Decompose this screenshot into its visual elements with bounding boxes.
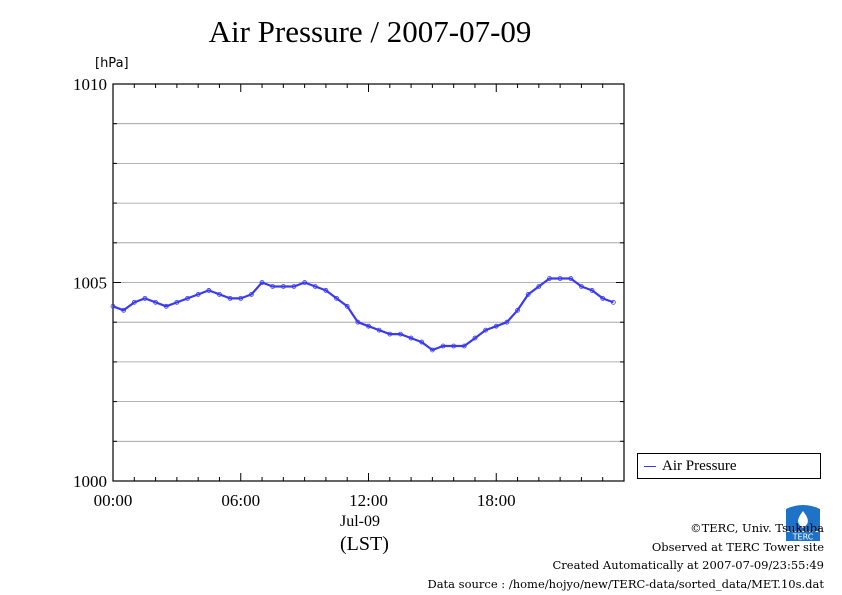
- terc-logo-icon: TERC: [782, 503, 824, 543]
- data-point: [525, 292, 531, 297]
- data-point: [248, 292, 254, 297]
- data-point: [557, 276, 563, 281]
- legend: Air Pressure: [637, 453, 821, 479]
- y-tick-label: 1005: [73, 274, 107, 293]
- data-point: [302, 280, 308, 285]
- credit-created: Created Automatically at 2007-07-09/23:5…: [552, 558, 825, 572]
- data-point: [206, 288, 212, 293]
- data-point: [131, 299, 137, 305]
- data-point: [483, 327, 489, 333]
- data-point: [185, 295, 190, 301]
- y-tick-label: 1010: [73, 75, 107, 94]
- x-axis-timezone-label: (LST): [340, 533, 389, 555]
- data-point: [323, 288, 329, 293]
- data-point: [610, 299, 616, 305]
- x-axis-date-label: Jul-09: [340, 513, 380, 530]
- series-line: [112, 277, 614, 352]
- chart-title: Air Pressure / 2007-07-09: [208, 14, 532, 49]
- data-point: [408, 335, 414, 341]
- x-tick-label: 00:00: [94, 491, 133, 510]
- data-point: [110, 303, 116, 309]
- credit-copyright: ©TERC, Univ. Tsukuba: [690, 521, 824, 535]
- data-point: [547, 276, 552, 281]
- data-point: [579, 284, 584, 289]
- data-point: [504, 319, 510, 325]
- data-point: [472, 335, 478, 341]
- data-point: [334, 295, 339, 301]
- credit-site: Observed at TERC Tower site: [651, 539, 824, 554]
- x-tick-label: 18:00: [477, 491, 516, 510]
- data-point: [429, 347, 435, 353]
- logo-text: TERC: [792, 533, 814, 542]
- x-tick-label: 06:00: [221, 491, 260, 510]
- data-point: [600, 295, 606, 301]
- data-point: [270, 284, 276, 289]
- data-point: [280, 284, 286, 289]
- legend-label: Air Pressure: [662, 458, 737, 474]
- data-point: [366, 323, 371, 329]
- data-point: [355, 319, 361, 325]
- data-point: [163, 303, 169, 309]
- data-point: [153, 299, 158, 305]
- data-point: [238, 295, 244, 301]
- data-point: [344, 303, 350, 309]
- data-point: [312, 284, 318, 289]
- x-tick-label: 12:00: [349, 491, 388, 510]
- data-point: [259, 280, 265, 285]
- data-point: [195, 292, 201, 297]
- data-point: [387, 331, 393, 337]
- data-point: [174, 299, 180, 305]
- credits: ©TERC, Univ. Tsukuba Observed at TERC To…: [427, 519, 824, 593]
- y-tick-label: 1000: [73, 472, 107, 491]
- data-point: [440, 343, 446, 349]
- data-point: [589, 288, 595, 293]
- data-point: [451, 343, 457, 349]
- data-point: [419, 339, 425, 345]
- data-point: [461, 343, 467, 349]
- credit-source: Data source : /home/hojyo/new/TERC-data/…: [427, 576, 824, 591]
- data-point: [493, 323, 499, 329]
- legend-swatch: [644, 466, 656, 467]
- data-point: [291, 284, 297, 289]
- data-point: [217, 292, 222, 297]
- data-point: [398, 331, 403, 337]
- data-point: [227, 295, 233, 301]
- data-point: [568, 276, 574, 281]
- data-point: [536, 284, 542, 289]
- data-point: [515, 307, 520, 313]
- y-axis-unit: [hPa]: [95, 56, 129, 71]
- data-point: [376, 327, 382, 333]
- data-point: [142, 295, 148, 301]
- data-point: [121, 307, 127, 313]
